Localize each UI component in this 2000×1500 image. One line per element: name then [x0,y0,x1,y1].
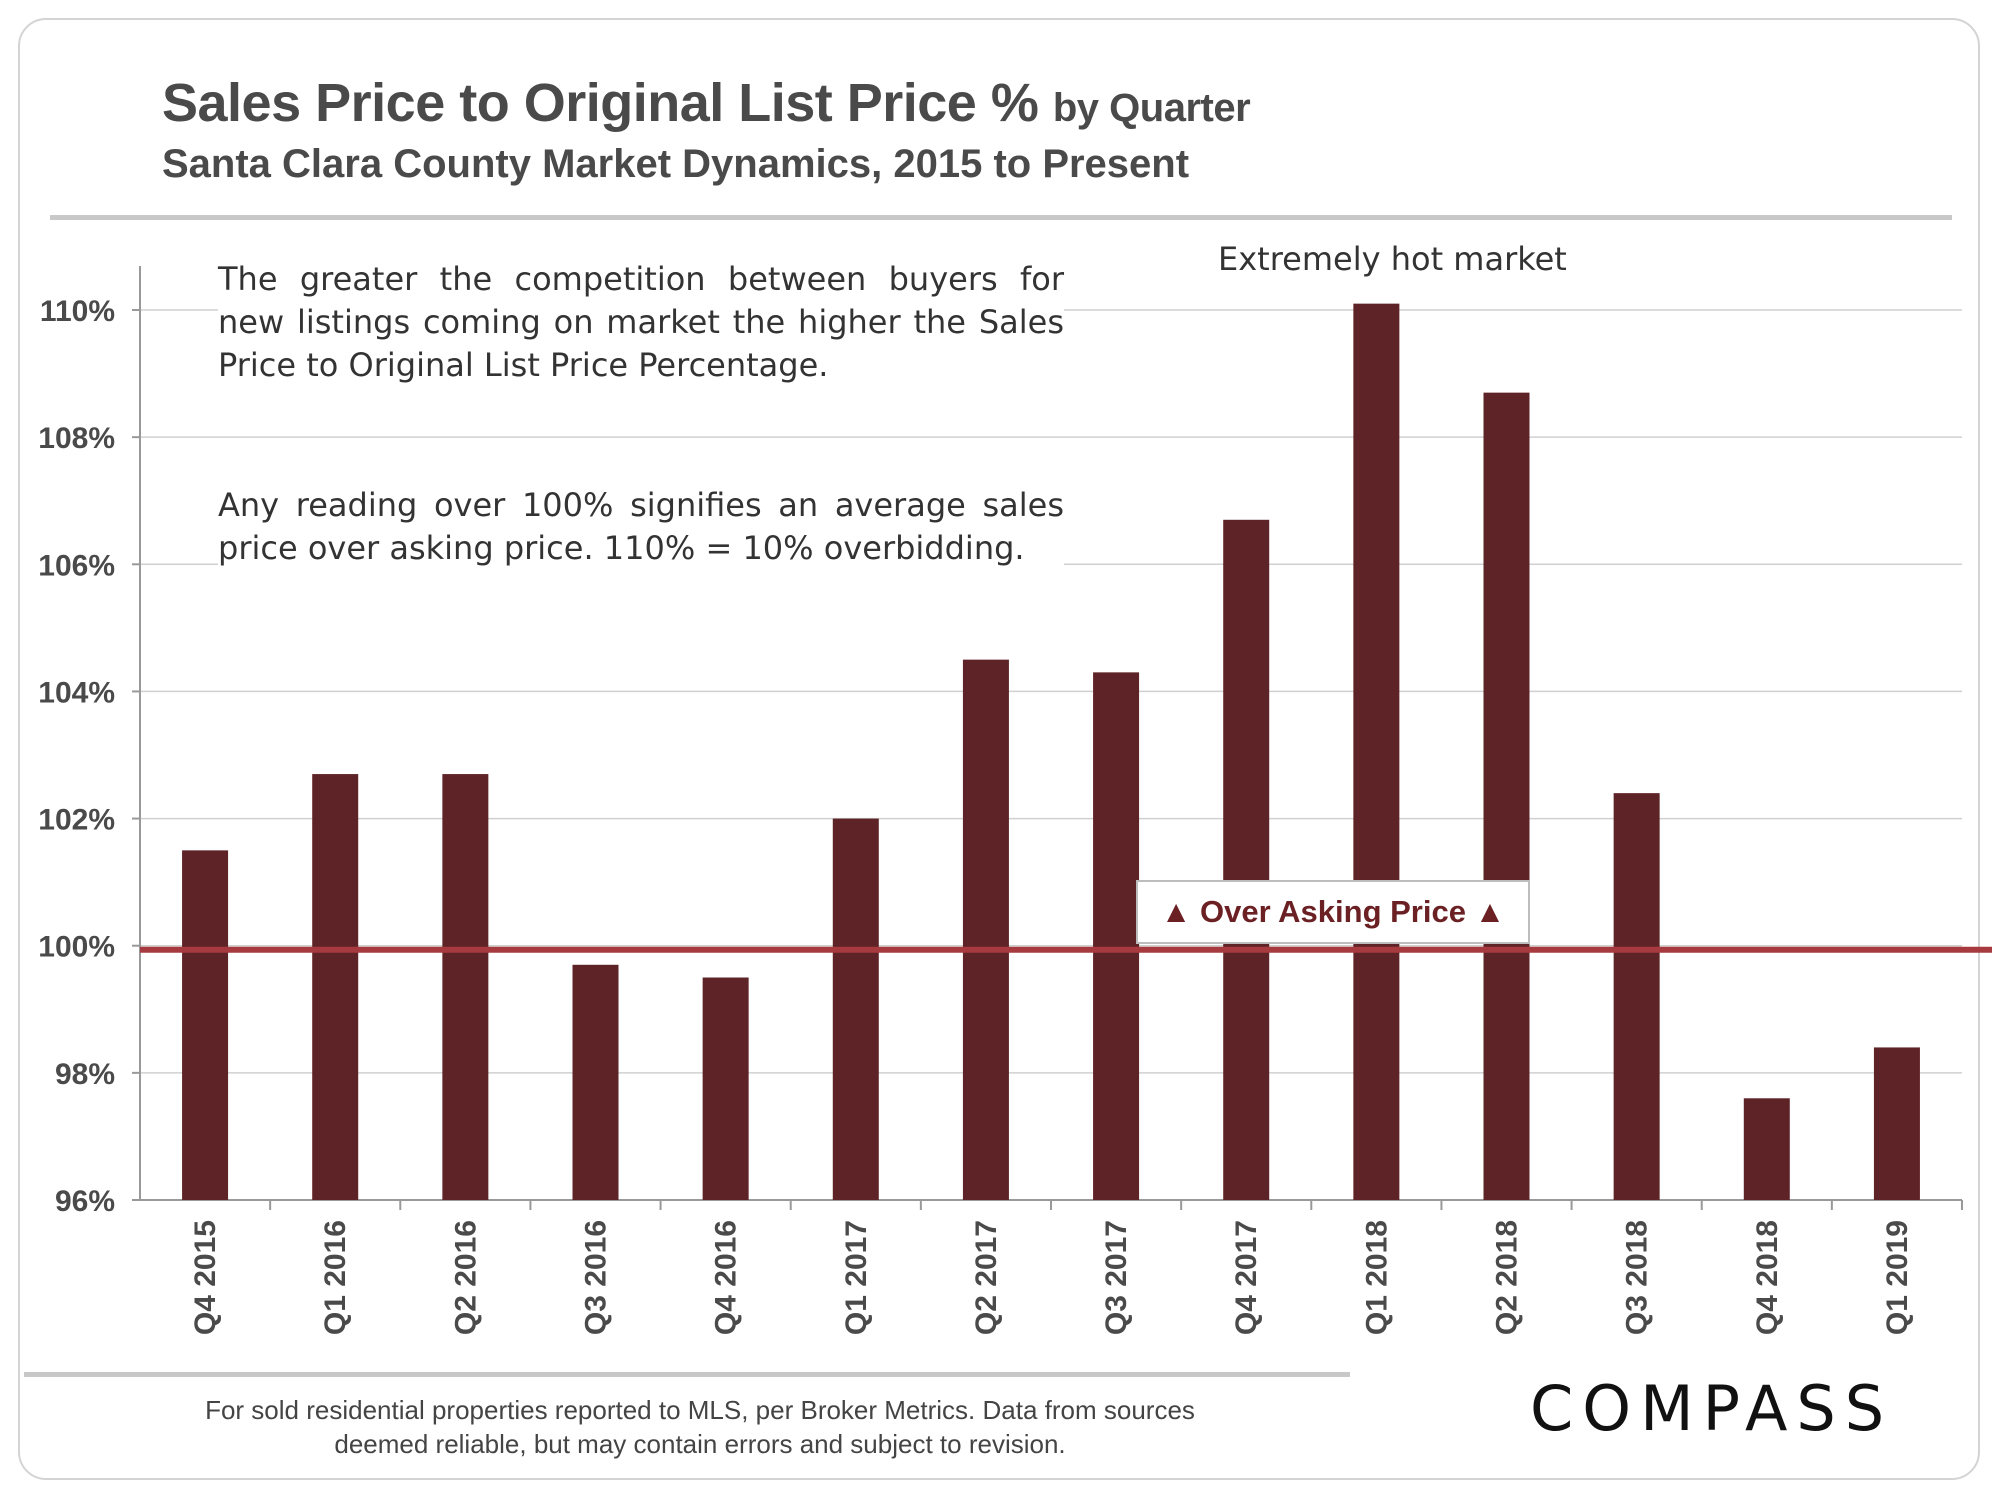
over-asking-callout: ▲ Over Asking Price ▲ [1136,880,1530,944]
y-tick-label: 110% [40,295,115,328]
hot-market-annotation: Extremely hot market [1218,240,1567,278]
y-tick-label: 106% [38,549,115,582]
bar [1483,392,1530,1201]
x-tick-label: Q4 2018 [1751,1220,1784,1335]
y-tick-label: 108% [38,422,115,455]
source-footnote: For sold residential properties reported… [100,1393,1300,1461]
bar [1613,793,1660,1200]
competition-note: The greater the competition between buye… [218,258,1064,387]
bar [832,818,879,1200]
chart-subtitle: Santa Clara County Market Dynamics, 2015… [162,142,1190,186]
x-tick-label: Q2 2018 [1491,1220,1524,1335]
y-tick-label: 100% [38,931,115,964]
x-tick-label: Q2 2017 [970,1220,1003,1335]
bar [1223,519,1270,1200]
bar [702,977,749,1200]
bar [312,774,359,1200]
bar [182,850,229,1200]
bar-chart: 96% 98% 100% 102% 104% 106% 108% 110% Q4 2015 Q1 … [38,266,1992,1335]
bar [1743,1098,1790,1200]
x-tick-label: Q4 2016 [710,1220,743,1335]
bar [1353,303,1400,1201]
bar [962,659,1009,1200]
bar [1873,1047,1920,1200]
chart-title-main: Sales Price to Original List Price % [162,73,1039,133]
x-tick-label: Q4 2017 [1230,1220,1263,1335]
bar [572,964,619,1200]
y-tick-label: 102% [38,804,115,837]
footnote-line-2: deemed reliable, but may contain errors … [334,1429,1066,1459]
threshold-note: Any reading over 100% signifies an avera… [218,484,1064,570]
footer-divider [24,1372,1350,1377]
y-tick-label: 98% [55,1058,115,1091]
footnote-line-1: For sold residential properties reported… [205,1395,1195,1425]
x-tick-label: Q1 2016 [319,1220,352,1335]
x-tick-label: Q3 2018 [1621,1220,1654,1335]
chart-title-suffix: by Quarter [1052,86,1251,130]
compass-logo: COMPASS [1530,1372,1894,1445]
x-tick-label: Q1 2017 [840,1220,873,1335]
header-divider [50,215,1952,220]
x-tick-label: Q4 2015 [189,1220,222,1335]
x-tick-label: Q1 2018 [1360,1220,1393,1335]
bar [442,774,489,1200]
chart-title: Sales Price to Original List Price % by … [162,72,1251,134]
y-tick-label: 104% [38,676,115,709]
y-tick-label: 96% [55,1185,115,1218]
x-tick-label: Q2 2016 [449,1220,482,1335]
bar [1093,672,1140,1200]
x-tick-label: Q3 2016 [580,1220,613,1335]
x-tick-label: Q1 2019 [1881,1220,1914,1335]
x-tick-label: Q3 2017 [1100,1220,1133,1335]
